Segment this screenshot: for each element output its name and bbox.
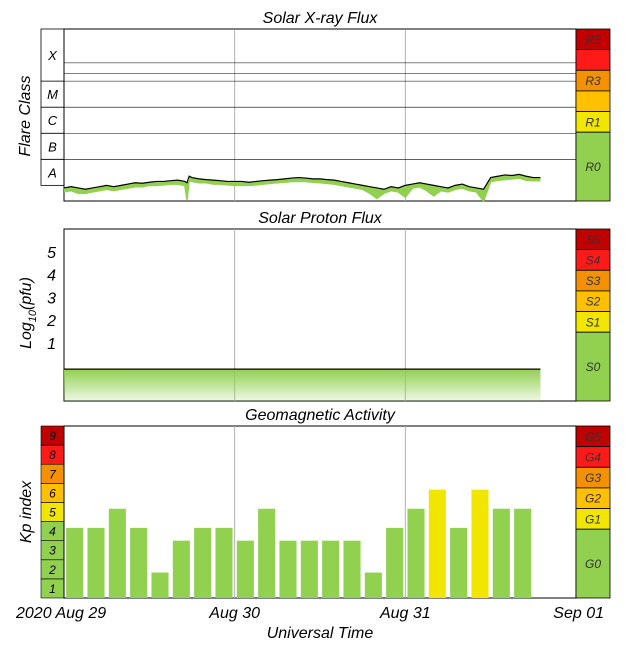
scale-level-box: [575, 49, 611, 71]
scale-level-label: G0: [585, 557, 601, 571]
scale-level-box: [575, 90, 611, 112]
kp-bar: [407, 508, 425, 598]
kp-level-label: 3: [49, 544, 56, 558]
kp-bar: [300, 540, 318, 598]
kp-bar: [172, 540, 190, 598]
scale-level-label: G5: [585, 430, 601, 444]
proton-flux-area: [64, 369, 541, 401]
kp-bar: [194, 527, 212, 598]
kp-bar: [258, 508, 276, 598]
flare-class-label: B: [48, 139, 57, 154]
kp-level-label: 5: [49, 506, 56, 520]
flare-class-label: M: [47, 87, 58, 102]
scale-level-box: [575, 331, 611, 402]
kp-ylabel: Kp index: [18, 480, 35, 543]
kp-bar: [151, 572, 169, 598]
scale-level-label: S5: [586, 233, 601, 247]
xray-plot-frame: [63, 28, 577, 202]
x-tick-label: Sep 01: [553, 605, 604, 622]
proton-tick-label: 2: [46, 313, 56, 330]
proton-tick-label: 3: [47, 290, 56, 307]
scale-level-label: S1: [586, 315, 601, 329]
kp-bar: [322, 540, 340, 598]
kp-level-label: 4: [49, 525, 56, 539]
kp-bar: [215, 527, 233, 598]
kp-bar: [364, 572, 382, 598]
kp-bar: [428, 489, 446, 598]
kp-level-label: 6: [49, 486, 56, 500]
scale-level-label: R0: [585, 160, 601, 174]
scale-level-label: R3: [585, 74, 601, 88]
scale-level-label: R1: [585, 115, 600, 129]
proton-ylabel-sub: 10: [27, 309, 39, 322]
radiation-storm-scale: S5 S4 S3 S2 S1 S0: [575, 228, 611, 402]
kp-level-label: 7: [49, 467, 57, 481]
x-tick-label: 2020 Aug 29: [15, 605, 106, 622]
kp-bar: [108, 508, 126, 598]
kp-bar: [514, 508, 532, 598]
kp-bar: [279, 540, 297, 598]
scale-level-label: S2: [586, 295, 601, 309]
proton-y-ticks: 1 2 3 4 5: [46, 245, 56, 353]
kp-bar: [236, 540, 254, 598]
scale-level-label: S3: [586, 274, 601, 288]
kp-gridlines: [234, 426, 406, 598]
kp-level-label: 1: [49, 582, 56, 596]
proton-tick-label: 1: [47, 336, 56, 353]
proton-flux-series: [64, 368, 541, 401]
scale-level-label: G2: [585, 492, 601, 506]
proton-title: Solar Proton Flux: [258, 210, 383, 227]
scale-level-label: G3: [585, 471, 601, 485]
x-axis-ticks: 2020 Aug 29 Aug 30 Aug 31 Sep 01: [15, 605, 604, 622]
x-tick-label: Aug 31: [379, 605, 431, 622]
radio-blackout-scale: R5 R3 R1 R0: [575, 28, 611, 202]
xray-short-line: [63, 173, 541, 190]
proton-ylabel-main: Log: [18, 322, 35, 349]
proton-tick-label: 4: [47, 268, 56, 285]
kp-level-label: 9: [49, 429, 56, 443]
xray-long-line: [63, 177, 541, 203]
flare-class-label: X: [47, 48, 58, 63]
scale-level-label: S4: [586, 253, 601, 267]
scale-level-label: S0: [586, 360, 601, 374]
kp-panel: Geomagnetic Activity Kp index 123456789 …: [18, 407, 611, 599]
xray-flux-series: [63, 173, 541, 203]
kp-bars: [66, 489, 532, 598]
kp-bar: [386, 527, 404, 598]
scale-level-box: [575, 131, 611, 202]
scale-level-label: G4: [585, 450, 601, 464]
proton-tick-label: 5: [47, 245, 56, 262]
xray-gridlines: [64, 28, 576, 201]
flare-class-label: A: [47, 165, 57, 180]
kp-bar: [130, 527, 148, 598]
geomagnetic-storm-scale: G5 G4 G3 G2 G1 G0: [575, 425, 611, 599]
scale-level-box: [575, 528, 611, 599]
proton-ylabel-tail: (pfu): [18, 277, 35, 310]
kp-level-label: 2: [48, 563, 56, 577]
kp-title: Geomagnetic Activity: [245, 407, 396, 424]
kp-bar: [471, 489, 489, 598]
xray-title: Solar X-ray Flux: [263, 10, 379, 27]
kp-y-ticks: 1 2 3 4 5 6 7 8 9: [40, 425, 65, 599]
proton-ylabel: Log10(pfu): [18, 277, 39, 349]
kp-bar: [450, 527, 468, 598]
xray-ylabel: Flare Class: [17, 76, 34, 157]
flare-class-label: C: [48, 113, 58, 128]
x-axis-title: Universal Time: [267, 625, 374, 642]
kp-bar: [66, 527, 84, 598]
kp-bar: [87, 527, 105, 598]
scale-level-label: G1: [585, 512, 601, 526]
kp-bar: [492, 508, 510, 598]
scale-level-label: R5: [585, 33, 601, 47]
x-tick-label: Aug 30: [208, 605, 260, 622]
kp-level-label: 8: [49, 448, 56, 462]
kp-bar: [343, 540, 361, 598]
